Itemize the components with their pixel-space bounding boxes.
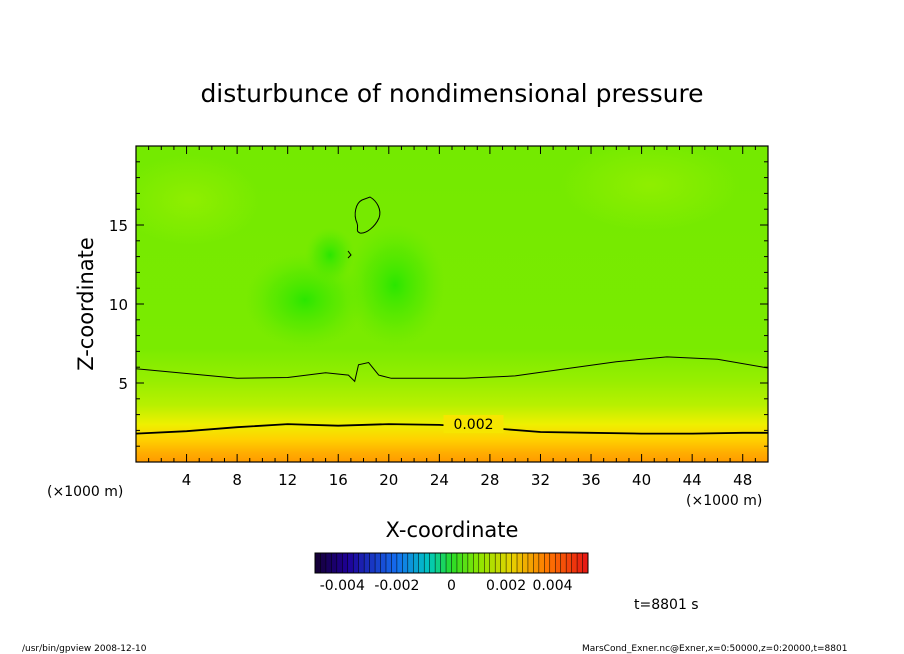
colorbar-swatch bbox=[369, 553, 376, 573]
x-tick-label: 36 bbox=[581, 471, 600, 489]
footer-left: /usr/bin/gpview 2008-12-10 bbox=[22, 644, 147, 654]
colorbar-swatch bbox=[446, 553, 452, 573]
x-tick-label: 44 bbox=[683, 471, 702, 489]
colorbar-swatch bbox=[336, 553, 343, 573]
colorbar-swatch bbox=[396, 553, 403, 573]
x-unit-left: (×1000 m) bbox=[47, 484, 123, 500]
low-pressure-region-upper bbox=[305, 227, 355, 283]
colorbar-swatch bbox=[462, 553, 469, 573]
colorbar-swatch bbox=[527, 553, 534, 573]
colorbar-swatch bbox=[435, 553, 442, 573]
colorbar-swatch bbox=[511, 553, 518, 573]
chart-title: disturbunce of nondimensional pressure bbox=[200, 79, 703, 108]
contour-lines: 0.002 bbox=[136, 356, 768, 435]
colorbar-swatch bbox=[571, 553, 578, 573]
x-tick-label: 16 bbox=[329, 471, 348, 489]
y-tick-label: 10 bbox=[109, 296, 128, 314]
colorbar-swatch bbox=[549, 553, 556, 573]
colorbar-swatch bbox=[500, 553, 507, 573]
colorbar-swatch bbox=[364, 553, 371, 573]
x-tick-label: 12 bbox=[278, 471, 297, 489]
colorbar-swatch bbox=[315, 553, 321, 573]
x-tick-label: 24 bbox=[430, 471, 449, 489]
colorbar-swatch bbox=[440, 553, 447, 573]
colorbar-swatch bbox=[533, 553, 540, 573]
x-tick-label: 4 bbox=[182, 471, 192, 489]
y-tick-label: 5 bbox=[118, 375, 128, 393]
x-tick-label: 48 bbox=[733, 471, 752, 489]
x-unit-right: (×1000 m) bbox=[686, 493, 762, 509]
contour-closed-upper bbox=[354, 196, 381, 234]
colorbar-swatch bbox=[451, 553, 458, 573]
pale-region-left bbox=[136, 155, 260, 245]
colorbar-tick-label: 0.004 bbox=[532, 578, 572, 594]
colorbar-swatch bbox=[413, 553, 420, 573]
colorbar-swatch bbox=[522, 553, 529, 573]
colorbar-swatch bbox=[424, 553, 431, 573]
plot-area: 0.002 bbox=[136, 146, 768, 462]
colorbar-tick-labels: -0.004 -0.002 0 0.002 0.004 bbox=[320, 578, 573, 594]
colorbar-swatch bbox=[347, 553, 354, 573]
contour-line-0 bbox=[136, 356, 768, 383]
colorbar-swatch bbox=[577, 553, 584, 573]
colorbar-swatch bbox=[331, 553, 338, 573]
colorbar-swatch bbox=[478, 553, 485, 573]
colorbar-swatch bbox=[353, 553, 360, 573]
colorbar-swatch bbox=[473, 553, 480, 573]
time-label: t=8801 s bbox=[634, 597, 699, 613]
footer-right: MarsCond_Exner.nc@Exner,x=0:50000,z=0:20… bbox=[582, 644, 847, 654]
colorbar-swatch bbox=[358, 553, 365, 573]
colorbar-swatch bbox=[391, 553, 398, 573]
colorbar-swatch bbox=[517, 553, 523, 573]
x-tick-label: 20 bbox=[379, 471, 398, 489]
colorbar-swatch bbox=[402, 553, 409, 573]
y-tick-label: 15 bbox=[109, 217, 128, 235]
colorbar-swatch bbox=[375, 553, 382, 573]
colorbar-swatch bbox=[467, 553, 474, 573]
colorbar-swatch bbox=[566, 553, 573, 573]
colorbar-swatch bbox=[560, 553, 567, 573]
colorbar-swatch bbox=[342, 553, 349, 573]
colorbar bbox=[314, 553, 589, 573]
colorbar-swatch bbox=[325, 553, 332, 573]
x-tick-label: 32 bbox=[531, 471, 550, 489]
colorbar-tick-label: -0.004 bbox=[320, 578, 365, 594]
colorbar-swatch bbox=[418, 553, 425, 573]
colorbar-swatch bbox=[489, 553, 496, 573]
x-tick-label: 40 bbox=[632, 471, 651, 489]
colorbar-swatch bbox=[555, 553, 562, 573]
x-tick-labels: 4 8 12 16 20 24 28 32 36 40 44 48 bbox=[182, 471, 752, 489]
low-pressure-region-center bbox=[345, 223, 445, 347]
contour-label-bg-1 bbox=[443, 415, 504, 434]
y-tick-labels: 5 10 15 bbox=[109, 217, 128, 393]
colorbar-swatch bbox=[385, 553, 392, 573]
colorbar-tick-label: 0.002 bbox=[486, 578, 526, 594]
colorbar-swatch bbox=[506, 553, 513, 573]
colorbar-swatch bbox=[484, 553, 491, 573]
x-axis-label: X-coordinate bbox=[386, 518, 519, 542]
colorbar-swatch bbox=[429, 553, 436, 573]
colorbar-swatch bbox=[582, 553, 589, 573]
colorbar-swatch bbox=[380, 553, 387, 573]
contour-small-mark bbox=[347, 250, 352, 259]
colorbar-tick-label: 0 bbox=[447, 578, 456, 594]
colorbar-swatch bbox=[456, 553, 463, 573]
colorbar-swatch bbox=[495, 553, 502, 573]
pale-region-right bbox=[560, 146, 740, 230]
colorbar-swatch bbox=[538, 553, 545, 573]
x-tick-label: 28 bbox=[480, 471, 499, 489]
colorbar-swatch bbox=[544, 553, 551, 573]
colorbar-swatch bbox=[407, 553, 414, 573]
colorbar-swatch bbox=[320, 553, 327, 573]
x-tick-label: 8 bbox=[232, 471, 242, 489]
colorbar-frame bbox=[314, 552, 589, 574]
colorbar-tick-label: -0.002 bbox=[374, 578, 419, 594]
minor-ticks bbox=[135, 145, 769, 463]
y-axis-label: Z-coordinate bbox=[74, 237, 98, 371]
contour-label-1: 0.002 bbox=[453, 417, 493, 433]
